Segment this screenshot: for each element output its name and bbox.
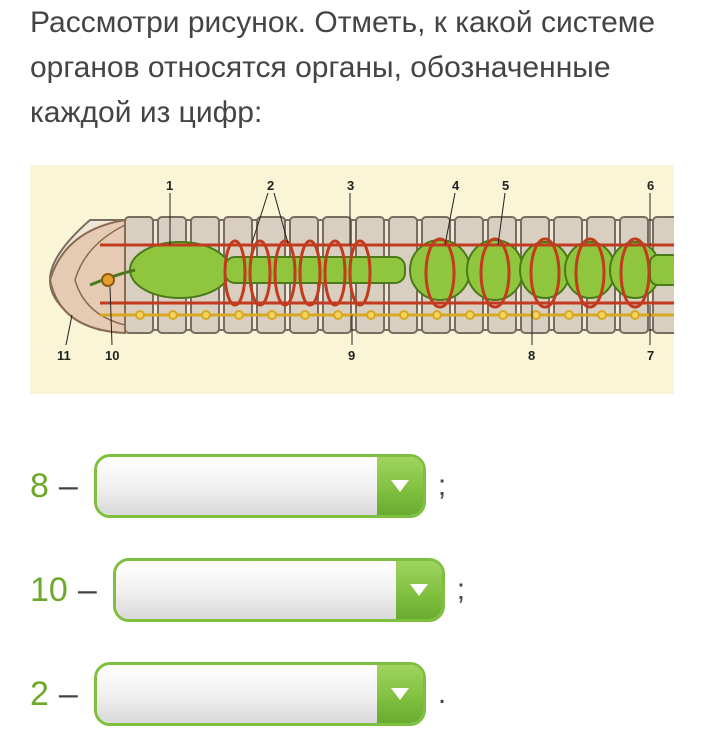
dropdown-toggle-button[interactable] [396,561,442,619]
svg-text:5: 5 [502,178,509,193]
organ-system-dropdown[interactable] [94,662,426,726]
chevron-down-icon [391,688,409,700]
answer-number: 10 [30,571,68,610]
worm-anatomy-diagram: 1 2 3 4 5 6 11 10 9 8 7 [30,165,674,394]
answer-row-8: 8–; [30,454,674,518]
dash: – [59,675,78,714]
organ-system-dropdown[interactable] [94,454,426,518]
organ-system-dropdown[interactable] [113,558,445,622]
svg-text:9: 9 [348,348,355,363]
dropdown-toggle-button[interactable] [377,457,423,515]
answer-trailer: . [438,677,446,711]
dropdown-field[interactable] [97,665,377,723]
answer-number: 2 [30,675,49,714]
answer-number: 8 [30,467,49,506]
answer-trailer: ; [438,469,446,503]
answer-trailer: ; [457,573,465,607]
svg-text:10: 10 [105,348,119,363]
svg-text:4: 4 [452,178,460,193]
answer-row-2: 2–. [30,662,674,726]
svg-text:3: 3 [347,178,354,193]
diagram-svg: 1 2 3 4 5 6 11 10 9 8 7 [30,165,674,394]
dropdown-field[interactable] [116,561,396,619]
svg-text:1: 1 [166,178,173,193]
svg-text:11: 11 [57,348,71,363]
svg-text:6: 6 [647,178,654,193]
dash: – [78,571,97,610]
dash: – [59,467,78,506]
answer-row-10: 10–; [30,558,674,622]
question-text: Рассмотри рисунок. Отметь, к какой систе… [30,0,674,135]
svg-text:7: 7 [647,348,654,363]
chevron-down-icon [410,584,428,596]
svg-text:2: 2 [267,178,274,193]
dropdown-toggle-button[interactable] [377,665,423,723]
exercise-viewport[interactable]: Рассмотри рисунок. Отметь, к какой систе… [0,0,704,751]
svg-text:8: 8 [528,348,535,363]
chevron-down-icon [391,480,409,492]
dropdown-field[interactable] [97,457,377,515]
